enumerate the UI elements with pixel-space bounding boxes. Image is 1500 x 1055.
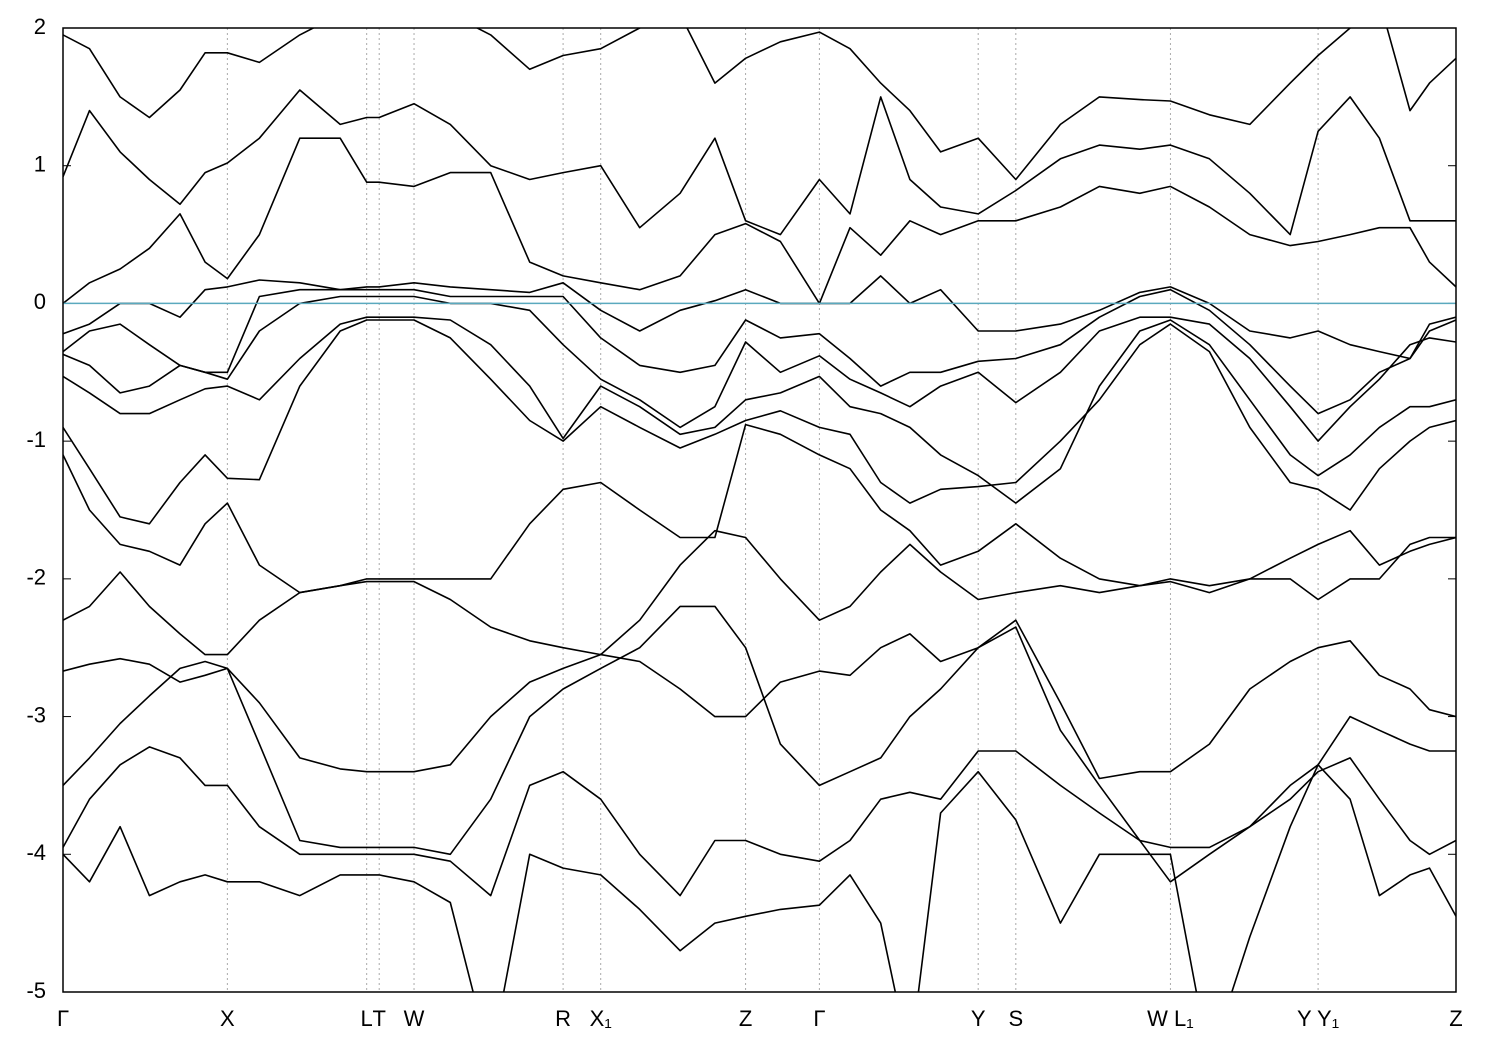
y-tick-label: 2 — [34, 14, 46, 39]
band-line — [63, 316, 1456, 504]
band-line — [63, 89, 1456, 236]
x-tick-label: T — [372, 1006, 385, 1031]
y-tick-label: 1 — [34, 152, 46, 177]
x-tick-label: Z — [1449, 1006, 1462, 1031]
x-tick-label: Z — [739, 1006, 752, 1031]
band-line — [63, 746, 1456, 897]
x-tick-label: X — [220, 1006, 235, 1031]
x-tick-label: S — [1008, 1006, 1023, 1031]
y-tick-label: -1 — [26, 427, 46, 452]
x-tick-label: Y Y₁ — [1297, 1006, 1339, 1031]
band-line — [63, 288, 1456, 415]
plot-frame — [62, 27, 1457, 993]
y-tick-label: -4 — [26, 840, 46, 865]
x-tick-label: L — [361, 1006, 373, 1031]
y-tick-label: -5 — [26, 978, 46, 1003]
y-tick-label: 0 — [34, 289, 46, 314]
band-line — [63, 529, 1456, 656]
x-tick-label: X₁ — [590, 1006, 612, 1031]
y-tick-label: -2 — [26, 565, 46, 590]
band-line — [63, 28, 1456, 181]
band-line — [63, 275, 1456, 360]
y-tick-label: -3 — [26, 702, 46, 727]
x-tick-label: W L₁ — [1147, 1006, 1194, 1031]
x-tick-label: W — [404, 1006, 425, 1031]
x-tick-label: Γ — [813, 1006, 825, 1031]
x-tick-label: R — [555, 1006, 571, 1031]
band-line — [63, 619, 1456, 780]
x-tick-label: Y — [971, 1006, 986, 1031]
plot-area — [63, 28, 1456, 992]
band-line — [63, 319, 1456, 525]
band-line — [63, 605, 1456, 856]
band-line — [63, 295, 1456, 442]
band-line — [63, 764, 1456, 992]
x-tick-label: Γ — [57, 1006, 69, 1031]
band-line — [63, 137, 1456, 305]
